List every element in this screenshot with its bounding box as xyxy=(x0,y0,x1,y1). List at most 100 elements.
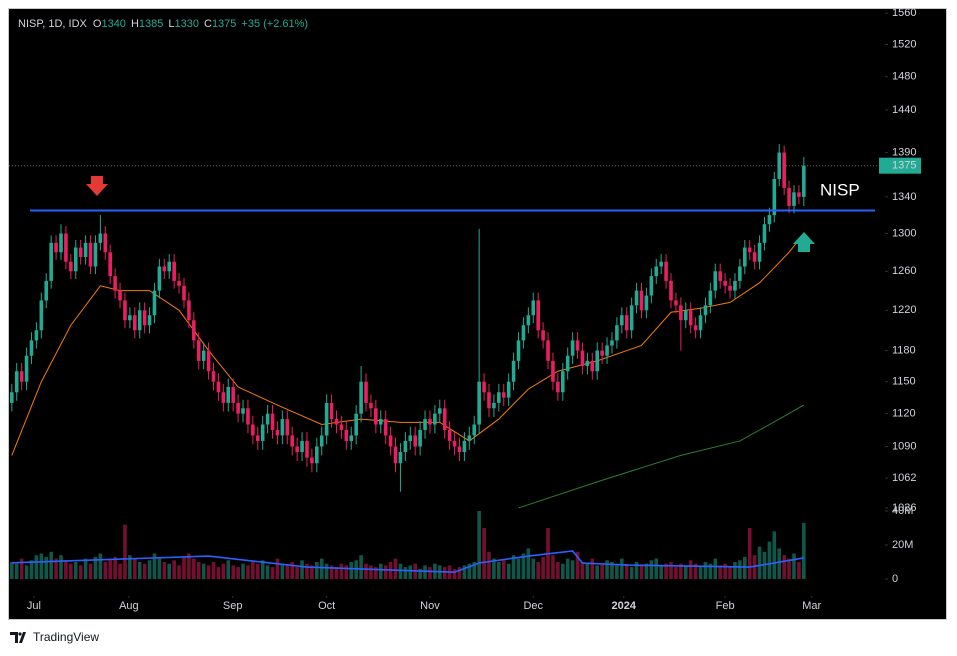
volume-bar xyxy=(275,558,280,579)
ohlc-low: 1330 xyxy=(175,18,199,30)
candle-body xyxy=(452,440,457,447)
candle-body xyxy=(236,402,240,414)
candle-body xyxy=(241,408,245,414)
volume-bar xyxy=(708,563,713,579)
volume-bar xyxy=(452,568,457,579)
candle-body xyxy=(683,310,688,321)
candle-body xyxy=(575,340,580,351)
volume-bar xyxy=(536,562,540,579)
last-price-label: 1375 xyxy=(892,160,916,172)
candle-body xyxy=(531,300,536,316)
volume-bar xyxy=(374,567,378,579)
candle-body xyxy=(802,165,806,197)
candle-body xyxy=(88,242,93,267)
volume-bar xyxy=(108,560,112,579)
candle-body xyxy=(590,360,595,372)
candle-body xyxy=(260,424,265,441)
candle-body xyxy=(300,440,304,453)
candle-body xyxy=(34,330,39,341)
volume-bar xyxy=(497,562,501,579)
candle-body xyxy=(344,429,349,441)
candle-body xyxy=(64,233,68,262)
candle-body xyxy=(69,261,73,272)
candle-body xyxy=(334,419,339,425)
candle-body xyxy=(285,419,290,436)
candle-body xyxy=(437,408,442,414)
volume-bar xyxy=(88,563,93,579)
candle-body xyxy=(167,261,172,272)
volume-bar xyxy=(59,555,63,579)
y-tick-label: 1480 xyxy=(892,71,916,83)
x-tick-label: Mar xyxy=(802,600,821,612)
candle-body xyxy=(703,305,708,316)
volume-bar xyxy=(669,562,673,579)
volume-ma xyxy=(11,550,804,574)
volume-bar xyxy=(747,528,752,579)
y-tick-label: 1560 xyxy=(892,7,916,19)
volume-bar xyxy=(487,551,491,579)
volume-bar xyxy=(418,568,422,579)
candle-body xyxy=(408,435,413,441)
ohlc-high: 1385 xyxy=(139,18,163,30)
logo xyxy=(10,632,26,643)
candle-body xyxy=(206,350,211,372)
volume-bar xyxy=(511,555,516,579)
candle-body xyxy=(698,315,703,331)
volume-bar xyxy=(556,562,560,579)
candle-body xyxy=(541,330,545,341)
candle-body xyxy=(310,457,314,464)
candle-body xyxy=(364,381,368,403)
candle-body xyxy=(639,290,644,311)
candle-body xyxy=(10,392,14,403)
volume-bar xyxy=(802,522,806,579)
candle-body xyxy=(762,224,767,243)
candle-body xyxy=(620,315,624,326)
volume-bar xyxy=(98,553,103,579)
volume-bar xyxy=(472,562,477,579)
ohlc-open: 1340 xyxy=(101,18,125,30)
candle-body xyxy=(142,310,147,326)
ohlc-letter: C xyxy=(204,18,212,30)
volume-bar xyxy=(403,567,408,579)
volume-bar xyxy=(142,563,147,579)
volume-bar xyxy=(64,560,68,579)
y-tick-label: 1180 xyxy=(892,344,916,356)
y-tick-label: 1340 xyxy=(892,191,916,203)
volume-bar xyxy=(560,563,565,579)
volume-bar xyxy=(713,558,718,579)
candle-body xyxy=(231,386,235,403)
volume-bar xyxy=(221,563,226,579)
candle-body xyxy=(187,300,191,321)
volume-bar xyxy=(654,558,659,579)
candle-body xyxy=(137,310,142,331)
candle-body xyxy=(24,355,29,382)
volume-bar xyxy=(123,524,127,579)
volume-bar xyxy=(629,567,634,579)
candle-body xyxy=(226,386,231,403)
volume-bar xyxy=(624,563,629,579)
volume-bar xyxy=(78,565,83,579)
candle-body xyxy=(693,325,698,331)
candle-body xyxy=(172,261,176,281)
candle-body xyxy=(246,408,250,425)
volume-bar xyxy=(137,562,142,579)
candle-body xyxy=(418,429,422,447)
volume-bar xyxy=(792,553,796,579)
candle-body xyxy=(251,424,255,436)
annotation: NISP xyxy=(820,180,860,199)
y-tick-label: 1062 xyxy=(892,472,916,484)
volume-bar xyxy=(634,562,639,579)
candle-body xyxy=(378,419,383,425)
volume-bar xyxy=(305,563,309,579)
y-tick-label: 1390 xyxy=(892,146,916,158)
volume-bar xyxy=(501,560,506,579)
ohlc-letter: L xyxy=(168,18,174,30)
candle-body xyxy=(723,280,727,286)
y-tick-label: 1300 xyxy=(892,227,916,239)
candle-body xyxy=(610,340,614,346)
candle-body xyxy=(467,435,472,441)
candle-body xyxy=(664,261,668,281)
candle-body xyxy=(423,419,427,430)
candle-body xyxy=(132,315,137,331)
